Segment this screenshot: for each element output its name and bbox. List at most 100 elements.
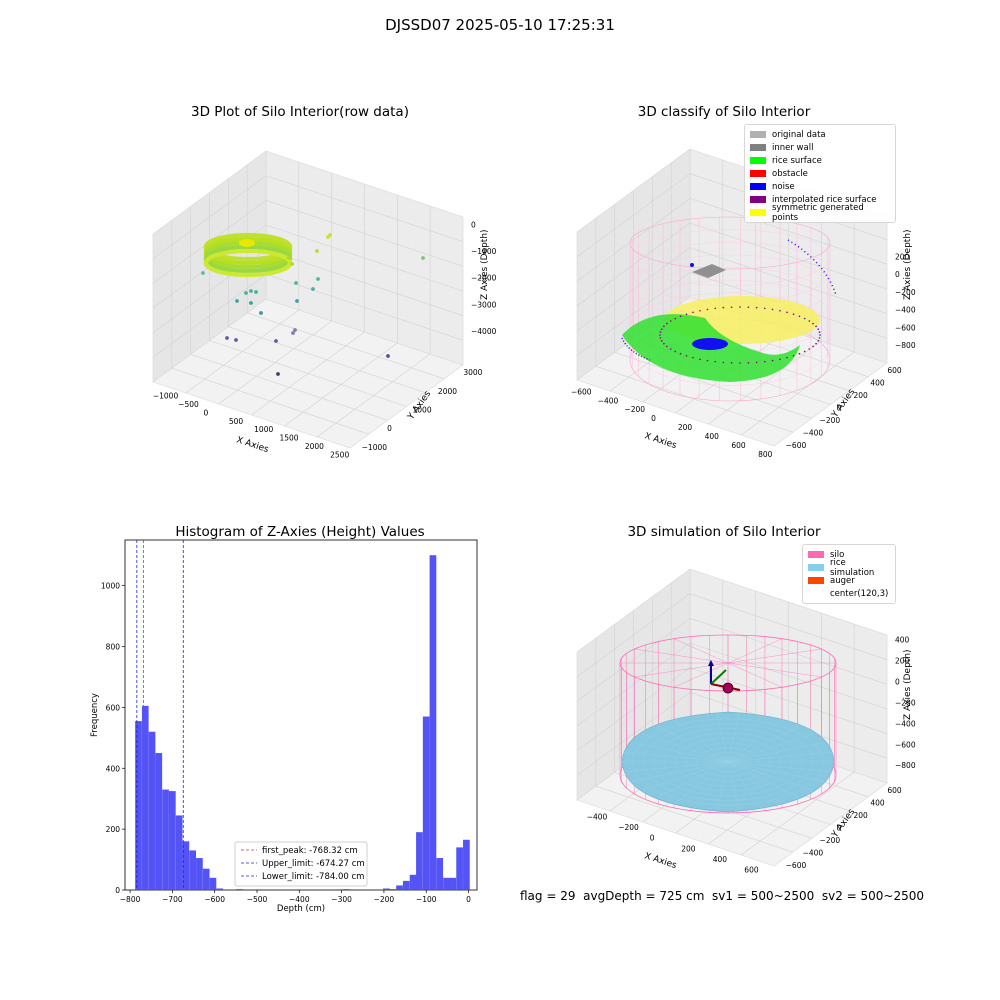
raw-point (249, 289, 253, 293)
histogram-y-tick-label: 400 (106, 764, 121, 773)
simulation-y-tick-label: −200 (820, 836, 841, 845)
classify-x-tick-label: 600 (731, 441, 746, 450)
histogram-x-tick-label: −300 (331, 895, 352, 904)
histogram-x-tick-label: −800 (120, 895, 141, 904)
classify-x-tick-label: −600 (571, 387, 592, 396)
raw-point (254, 290, 258, 294)
histogram-bar (162, 789, 169, 890)
histogram-legend-label: first_peak: -768.32 cm (262, 846, 358, 856)
histogram-y-tick-label: 1000 (101, 582, 120, 591)
legend-label: auger (830, 575, 855, 586)
histogram-bars (135, 555, 470, 890)
classify-y-tick-label: 400 (870, 379, 885, 388)
legend-label: symmetric generated points (772, 202, 864, 223)
histogram-bar (383, 888, 390, 890)
simulation-plot-title: 3D simulation of Silo Interior (627, 524, 821, 540)
raw-data-points (201, 232, 425, 376)
simulation-x-tick-label: 200 (681, 844, 696, 853)
raw-tick-labels: −1000−50005001000150020002500−1000010002… (153, 220, 497, 459)
legend-label: silo (830, 549, 845, 560)
raw-y-tick-label: 0 (387, 424, 392, 433)
histogram-bar (189, 850, 196, 890)
simulation-y-tick-label: 600 (887, 786, 902, 795)
legend-label: rice simulation (830, 557, 875, 578)
histogram-y-tick-label: 0 (115, 886, 120, 895)
histogram-bar (169, 791, 176, 890)
histogram-title: Histogram of Z-Axies (Height) Values (175, 524, 425, 540)
simulation-legend-item: center(120,3) (808, 587, 890, 600)
histogram-bar (342, 889, 350, 890)
raw-point (326, 235, 330, 239)
simulation-z-axis-label: Z Axies (Depth) (903, 649, 913, 720)
raw-x-tick-label: 2500 (330, 451, 349, 460)
simulation-x-tick-label: −200 (618, 823, 639, 832)
legend-swatch (808, 564, 824, 571)
classify-z-tick-label: −200 (895, 288, 916, 297)
legend-swatch (750, 131, 766, 138)
raw-point (421, 256, 425, 260)
status-line: flag = 29 avgDepth = 725 cm sv1 = 500~25… (520, 889, 925, 903)
legend-label: center(120,3) (830, 588, 889, 599)
raw-point (244, 291, 248, 295)
raw-z-tick-label: −1000 (471, 247, 497, 256)
raw-point (225, 336, 229, 340)
legend-label: interpolated rice surface (772, 194, 877, 205)
histogram-y-ticks: 0 200 400 600 800 1000 (101, 582, 125, 895)
histogram-reference-lines (136, 540, 184, 890)
legend-label: obstacle (772, 168, 808, 179)
legend-label: original data (772, 129, 826, 140)
histogram-plot: −800 −700 −600 −500 −400 −300 −200 −100 0 0 200 40… (90, 539, 478, 914)
raw-z-tick-label: 0 (471, 220, 476, 229)
raw-point (291, 331, 295, 335)
legend-label: noise (772, 181, 795, 192)
simulation-z-tick-label: −400 (895, 719, 916, 728)
raw-plot-title: 3D Plot of Silo Interior(row data) (191, 104, 409, 120)
histogram-y-axis-label: Frequency (90, 693, 100, 737)
raw-point (235, 299, 239, 303)
raw-point (295, 299, 299, 303)
raw-point (201, 271, 205, 275)
simulation-legend-item: auger (808, 574, 890, 587)
histogram-y-tick-label: 600 (106, 703, 121, 712)
raw-x-tick-label: −1000 (153, 391, 179, 400)
histogram-bar (396, 885, 403, 890)
raw-point (316, 277, 320, 281)
histogram-x-tick-label: −100 (416, 895, 437, 904)
simulation-y-tick-label: 0 (837, 824, 842, 833)
classify-legend-item: noise (750, 180, 890, 193)
histogram-bar (135, 721, 142, 890)
simulation-legend-item: rice simulation (808, 558, 890, 578)
histogram-bar (236, 889, 243, 890)
raw-point (294, 281, 298, 285)
raw-z-tick-label: −4000 (471, 327, 497, 336)
raw-x-tick-label: 1000 (254, 425, 273, 434)
legend-swatch (750, 196, 766, 203)
histogram-bar (389, 889, 397, 890)
histogram-bar (449, 877, 457, 890)
simulation-y-tick-label: −400 (803, 848, 824, 857)
simulation-y-tick-label: 400 (870, 799, 885, 808)
auger-marker (708, 660, 741, 694)
simulation-x-axis-label: X Axies (643, 851, 678, 871)
legend-swatch (750, 183, 766, 190)
raw-z-tick-label: −3000 (471, 300, 497, 309)
histogram-bar (148, 731, 156, 890)
classify-y-tick-label: −400 (803, 428, 824, 437)
histogram-bar (422, 716, 430, 890)
histogram-bar (175, 815, 183, 890)
raw-x-tick-label: 0 (204, 408, 209, 417)
histogram-x-ticks: −800 −700 −600 −500 −400 −300 −200 −100 0 (120, 890, 471, 904)
raw-3d-plot: −1000−50005001000150020002500−1000010002… (152, 150, 497, 460)
histogram-x-axis-label: Depth (cm) (277, 904, 325, 914)
histogram-bar (443, 877, 450, 890)
classify-legend-item: original data (750, 128, 890, 141)
histogram-bar (409, 874, 417, 890)
simulation-x-tick-label: 0 (650, 834, 655, 843)
raw-y-tick-label: 2000 (438, 387, 457, 396)
raw-point (276, 372, 280, 376)
classify-x-tick-label: −400 (598, 396, 619, 405)
classify-legend-item: rice surface (750, 154, 890, 167)
classify-plot-title: 3D classify of Silo Interior (637, 104, 811, 120)
raw-x-tick-label: 1500 (279, 434, 298, 443)
classify-legend: original data inner wall rice surface obsta… (744, 124, 896, 223)
